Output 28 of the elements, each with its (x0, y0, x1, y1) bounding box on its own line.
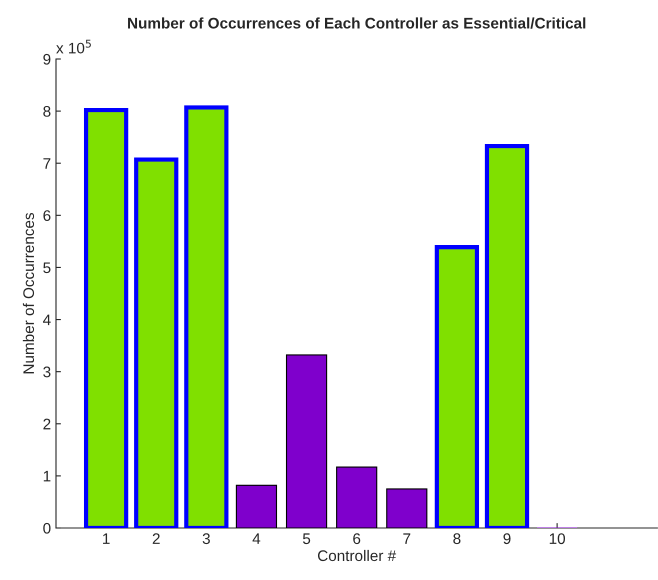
x-tick-label: 6 (353, 533, 360, 544)
x-tick-label: 3 (202, 533, 210, 544)
x-tick-label: 1 (103, 533, 110, 544)
bar (286, 354, 328, 528)
chart-title: Number of Occurrences of Each Controller as Essential/Critical (128, 17, 586, 29)
y-tick-label: 0 (43, 522, 51, 534)
y-axis-title: Number of Occurrences (22, 212, 34, 374)
x-tick-label: 2 (152, 533, 160, 544)
x-tick-label: 7 (403, 533, 410, 544)
bar (336, 466, 378, 528)
y-tick-label: 5 (43, 262, 50, 274)
y-tick-label: 8 (43, 106, 50, 117)
x-axis-title: Controller # (318, 550, 396, 562)
y-tick-label: 9 (43, 54, 50, 65)
x-tick-label: 5 (302, 533, 310, 544)
bar (236, 484, 278, 528)
y-tick-label: 4 (42, 314, 51, 326)
y-tick-label: 7 (43, 158, 50, 169)
y-tick-label: 1 (44, 470, 50, 482)
x-tick-label: 9 (503, 533, 511, 544)
x-tick-label: 10 (550, 533, 566, 544)
text: x 10$^{5}$ (56, 40, 91, 54)
y-tick-label: 3 (43, 366, 50, 378)
bar (386, 488, 428, 528)
x-tick-label: 8 (453, 533, 460, 544)
y-tick-label: 2 (43, 418, 50, 430)
y-tick-label: 6 (43, 210, 50, 222)
x-tick-label: 4 (252, 533, 260, 544)
